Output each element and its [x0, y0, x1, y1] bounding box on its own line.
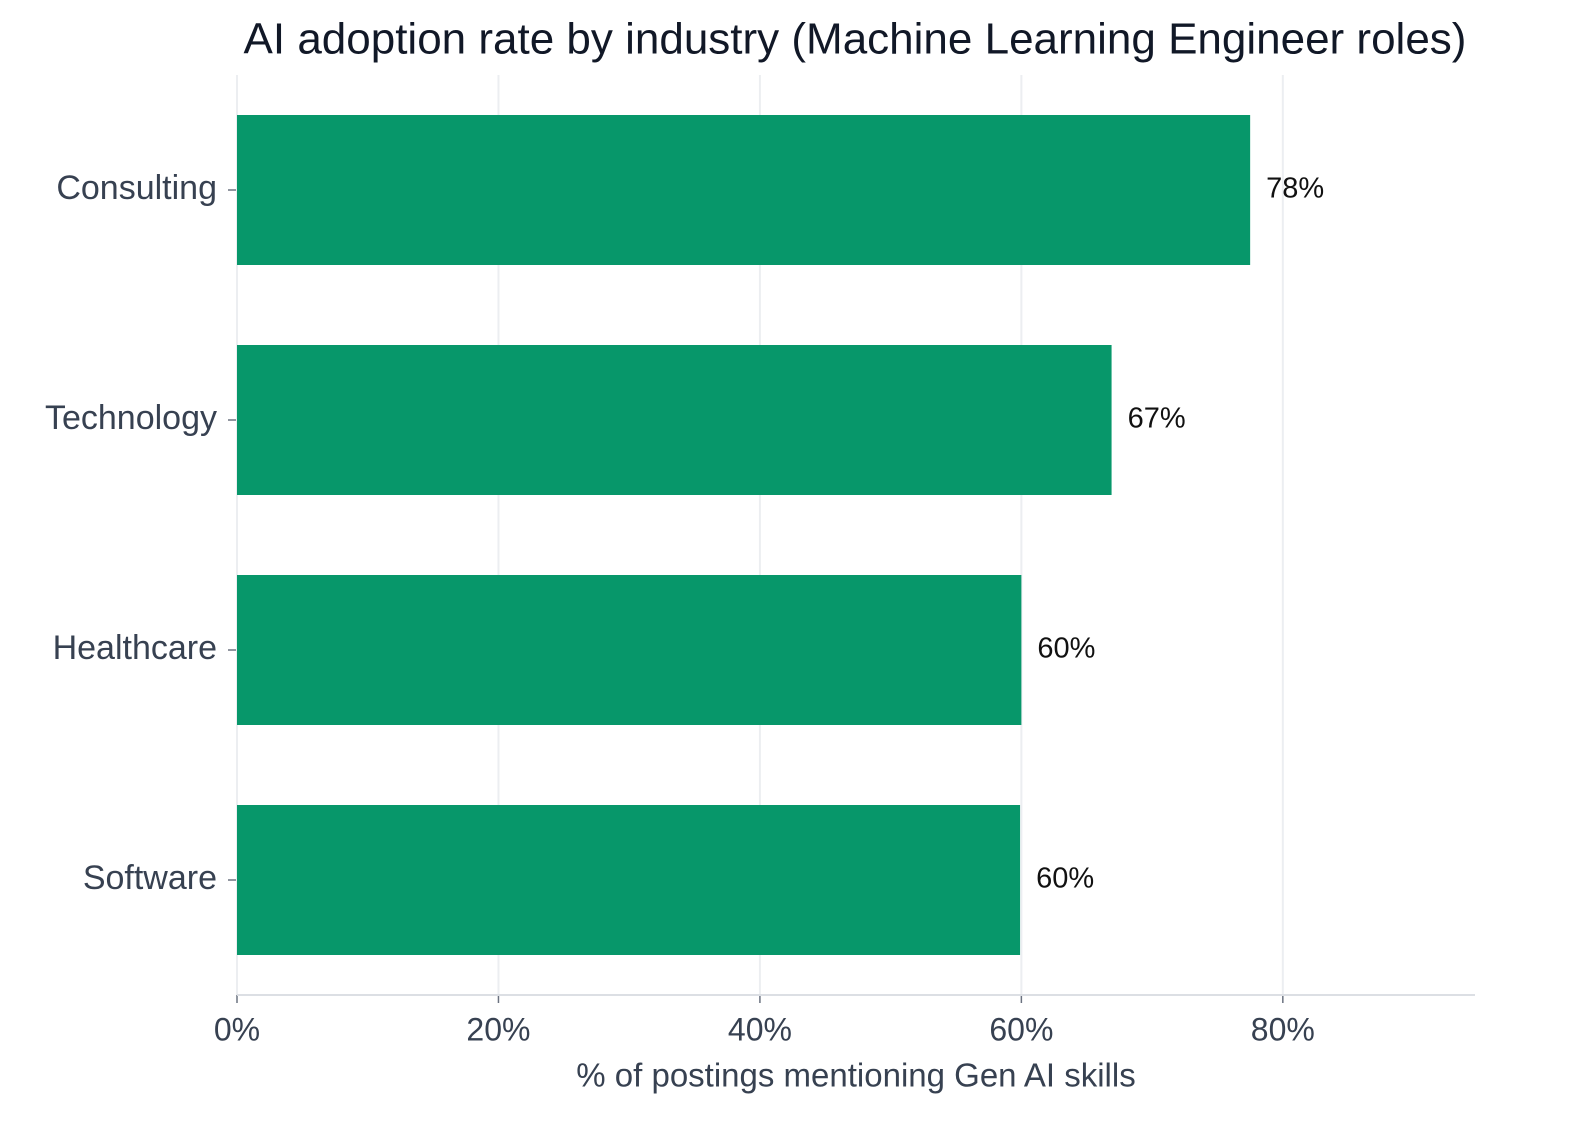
bar: [237, 805, 1021, 955]
value-label: 67%: [1128, 403, 1186, 435]
x-tick-label: 40%: [728, 1011, 792, 1047]
y-tick-label: Technology: [45, 399, 217, 437]
y-tick-label: Consulting: [56, 169, 217, 207]
value-label: 60%: [1037, 633, 1095, 665]
x-axis-label: % of postings mentioning Gen AI skills: [576, 1057, 1135, 1094]
bar: [237, 115, 1251, 265]
value-label: 60%: [1036, 863, 1094, 895]
value-label: 78%: [1266, 173, 1324, 205]
x-tick-label: 0%: [214, 1011, 260, 1047]
y-tick-label: Software: [83, 859, 217, 897]
bar: [237, 575, 1022, 725]
y-tick-label: Healthcare: [53, 629, 217, 667]
x-tick-label: 80%: [1251, 1011, 1315, 1047]
x-tick-label: 60%: [989, 1011, 1053, 1047]
bar: [237, 345, 1112, 495]
chart-title: AI adoption rate by industry (Machine Le…: [244, 15, 1467, 64]
x-tick-label: 20%: [466, 1011, 530, 1047]
